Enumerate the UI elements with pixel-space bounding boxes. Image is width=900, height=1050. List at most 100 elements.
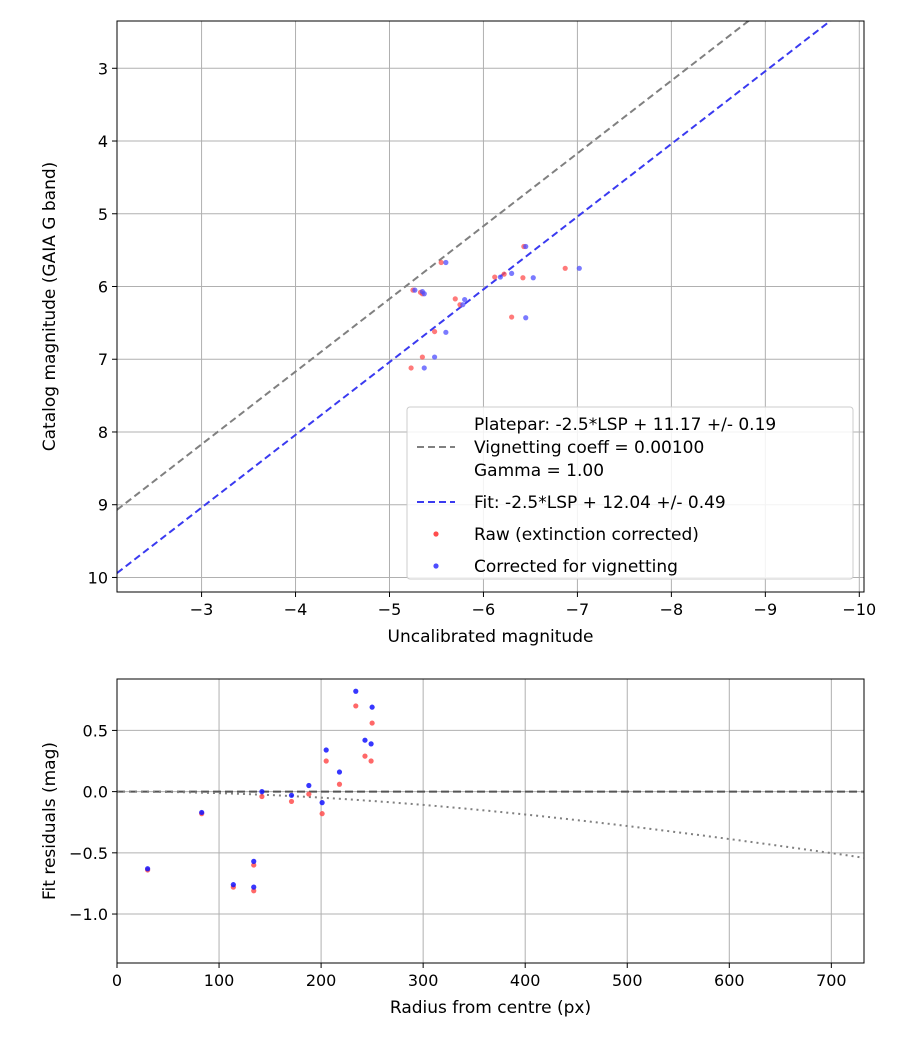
bottom-chart-grid — [116, 679, 864, 963]
data-point — [368, 758, 374, 764]
data-point — [336, 781, 343, 787]
residuals-chart: 0 100 200 300 400 500 600 700 0.5 0.0 −0.5 −1.0 Ra… — [40, 678, 865, 1018]
x-tick-label: −3 — [190, 600, 214, 619]
data-point — [251, 858, 257, 864]
x-tick-label: 300 — [408, 971, 439, 990]
y-tick-label: 6 — [98, 277, 108, 296]
data-point — [576, 265, 582, 271]
data-point — [452, 296, 458, 302]
legend-entry-text: Gamma = 1.00 — [474, 461, 604, 481]
legend-entry-text: Fit: -2.5*LSP + 12.04 +/- 0.49 — [474, 493, 726, 513]
data-point — [530, 275, 536, 281]
y-tick-label: −0.5 — [69, 844, 108, 863]
y-tick-label: 8 — [98, 423, 108, 442]
x-tick-label: −8 — [660, 600, 684, 619]
data-point — [336, 769, 343, 775]
legend-point-swatch — [433, 531, 439, 537]
data-point — [323, 758, 329, 764]
data-point — [288, 792, 295, 798]
data-point — [460, 302, 466, 308]
top-chart-y-ticks: 3 4 5 6 7 8 9 10 — [88, 59, 117, 587]
top-chart-legend: Platepar: -2.5*LSP + 11.17 +/- 0.19 Vigne… — [406, 406, 854, 580]
x-tick-label: −10 — [842, 600, 876, 619]
data-point — [369, 720, 375, 726]
x-tick-label: 0 — [112, 971, 122, 990]
data-point — [509, 314, 515, 320]
data-point — [523, 315, 529, 321]
data-point — [306, 791, 312, 797]
top-chart-frame — [116, 20, 865, 593]
x-tick-label: −7 — [566, 600, 590, 619]
data-point — [353, 703, 359, 709]
data-point — [520, 275, 526, 281]
magnitude-calibration-chart: −3 −4 −5 −6 −7 −8 −9 −10 3 4 5 6 7 8 9 10 Uncalibrated… — [40, 20, 876, 647]
bottom-chart-points — [145, 688, 375, 894]
data-point — [438, 259, 444, 266]
y-tick-label: 0.5 — [83, 721, 108, 740]
y-tick-label: 5 — [98, 205, 108, 224]
bottom-chart-x-axis-label: Radius from centre (px) — [390, 998, 591, 1018]
top-chart-fit-lines — [117, 21, 832, 574]
x-tick-label: 100 — [204, 971, 235, 990]
data-point — [419, 354, 425, 360]
x-tick-label: 500 — [612, 971, 643, 990]
x-tick-label: 400 — [510, 971, 541, 990]
data-point — [443, 329, 449, 335]
y-tick-label: 0.0 — [83, 783, 108, 802]
data-point — [562, 265, 568, 271]
x-tick-label: −4 — [284, 600, 308, 619]
x-tick-label: 600 — [714, 971, 745, 990]
data-point — [408, 365, 414, 371]
data-point — [259, 793, 265, 800]
data-point — [319, 800, 325, 806]
legend-entry-text: Platepar: -2.5*LSP + 11.17 +/- 0.19 — [474, 415, 776, 435]
top-chart-points — [408, 243, 582, 371]
data-point — [412, 287, 418, 293]
x-tick-label: 200 — [306, 971, 337, 990]
vignetting-model-curve — [117, 790, 865, 859]
y-tick-label: 4 — [98, 132, 108, 151]
data-point — [362, 753, 368, 759]
data-point — [497, 274, 503, 280]
x-tick-label: −9 — [754, 600, 778, 619]
data-point — [251, 884, 257, 890]
data-point — [145, 866, 151, 872]
data-point — [421, 291, 427, 297]
bottom-chart-reference-lines — [117, 790, 865, 859]
data-point — [523, 243, 529, 250]
top-chart-y-axis-label: Catalog magnitude (GAIA G band) — [40, 162, 60, 452]
data-point — [288, 798, 295, 805]
x-tick-label: −5 — [378, 600, 402, 619]
fit-line — [117, 21, 832, 574]
y-tick-label: 10 — [88, 568, 108, 587]
data-point — [509, 270, 515, 277]
data-point — [443, 259, 449, 266]
data-point — [251, 888, 257, 894]
data-point — [421, 365, 427, 371]
bottom-chart-y-axis-label: Fit residuals (mag) — [40, 742, 60, 900]
data-point — [362, 737, 368, 743]
bottom-chart-frame — [116, 678, 865, 964]
data-point — [323, 747, 329, 753]
data-point — [492, 274, 498, 280]
legend-box — [406, 406, 854, 580]
x-tick-label: 700 — [816, 971, 847, 990]
legend-point-swatch — [433, 563, 439, 569]
y-tick-label: 3 — [98, 59, 108, 78]
data-point — [368, 741, 374, 747]
legend-entry-text: Vignetting coeff = 0.00100 — [474, 438, 704, 458]
data-point — [259, 789, 265, 795]
data-point — [251, 862, 257, 868]
data-point — [353, 688, 359, 694]
y-tick-label: 9 — [98, 496, 108, 515]
y-tick-label: −1.0 — [69, 905, 108, 924]
x-tick-label: −6 — [472, 600, 496, 619]
data-point — [369, 704, 375, 710]
bottom-chart-x-ticks: 0 100 200 300 400 500 600 700 — [112, 963, 847, 990]
top-chart-x-axis-label: Uncalibrated magnitude — [388, 627, 594, 647]
data-point — [319, 811, 325, 817]
legend-entry-text: Raw (extinction corrected) — [474, 525, 699, 545]
data-point — [306, 782, 312, 789]
data-point — [230, 882, 236, 888]
